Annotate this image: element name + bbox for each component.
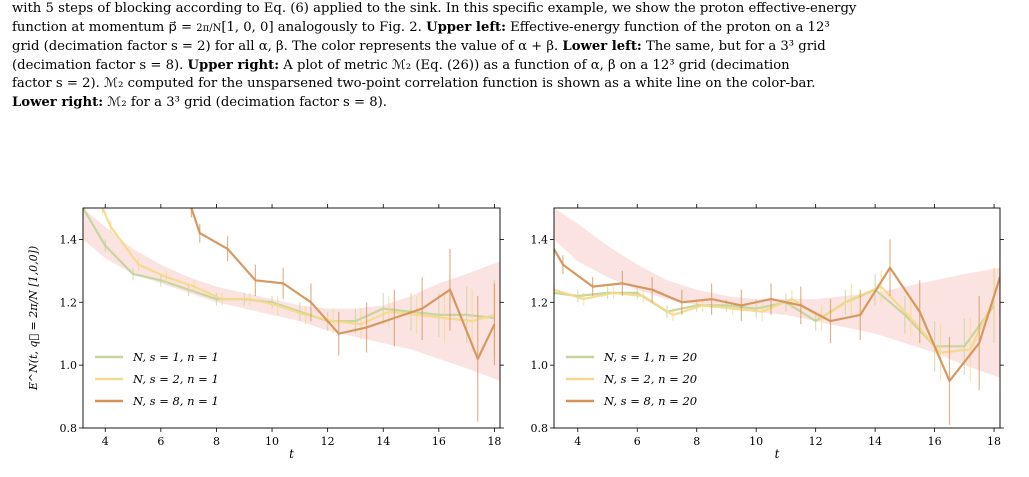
y-tick-label: 1.0 (531, 359, 549, 372)
x-tick-label: 16 (928, 435, 942, 448)
y-tick-label: 1.4 (531, 233, 549, 246)
x-axis-label: t (775, 447, 780, 461)
legend-label: N, s = 8, n = 1 (132, 394, 219, 408)
y-tick-label: 1.4 (60, 233, 78, 246)
y-tick-label: 1.2 (531, 296, 549, 309)
legend: N, s = 1, n = 1 N, s = 2, n = 1 N, s = 8, … (95, 350, 219, 408)
plot-area (83, 208, 500, 422)
y-tick-label: 0.8 (531, 422, 549, 435)
axes-frame (553, 207, 1001, 429)
caption-line-5: factor s = 2). ℳ₂ computed for the unspa… (12, 76, 816, 92)
y-tick-label: 1.0 (60, 359, 78, 372)
x-tick-label: 10 (749, 435, 763, 448)
series-line (554, 285, 996, 354)
legend-label: N, s = 2, n = 20 (603, 372, 697, 386)
x-tick-label: 6 (634, 435, 641, 448)
series-line (83, 208, 495, 323)
axes-frame (82, 207, 501, 429)
upper-right-label: Upper right: (187, 57, 280, 73)
x-tick-label: 18 (487, 435, 501, 448)
x-tick-label: 16 (432, 435, 446, 448)
y-tick-label: 0.8 (60, 422, 78, 435)
x-tick-label: 14 (868, 435, 882, 448)
series-3 (554, 239, 1000, 425)
x-tick-label: 4 (102, 435, 109, 448)
x-tick-label: 6 (157, 435, 164, 448)
legend-label: N, s = 8, n = 20 (603, 394, 697, 408)
caption-line-3: grid (decimation factor s = 2) for all α… (12, 39, 826, 55)
x-tick-label: 18 (987, 435, 1001, 448)
figure-caption: with 5 steps of blocking according to Eq… (12, 0, 1017, 113)
caption-line-6: Lower right: ℳ₂ for a 3³ grid (decimatio… (12, 94, 387, 110)
legend-label: N, s = 1, n = 1 (132, 350, 219, 364)
lower-right-label: Lower right: (12, 94, 104, 110)
legend-label: N, s = 2, n = 1 (132, 372, 219, 386)
lower-left-label: Lower left: (562, 39, 642, 55)
series-line (554, 248, 1000, 382)
y-axis-label: E^N(t, q⃗ = 2π/N [1,0,0]) (27, 246, 40, 391)
x-tick-label: 10 (265, 435, 279, 448)
legend-label: N, s = 1, n = 20 (603, 350, 697, 364)
fit-band (83, 208, 500, 381)
x-tick-label: 8 (213, 435, 220, 448)
series-line (101, 208, 495, 326)
upper-left-label: Upper left: (426, 19, 506, 35)
legend: N, s = 1, n = 20 N, s = 2, n = 20 N, s = 8… (566, 350, 697, 408)
caption-line-4: (decimation factor s = 8). Upper right: … (12, 57, 790, 73)
x-tick-label: 14 (376, 435, 390, 448)
x-tick-label: 12 (321, 435, 335, 448)
series-line (190, 208, 496, 360)
caption-line-2: function at momentum p⃗ = 2π/N[1, 0, 0] … (12, 19, 830, 35)
x-tick-label: 8 (693, 435, 700, 448)
y-tick-label: 1.2 (60, 296, 78, 309)
caption-fraction: 2π/N (196, 22, 222, 34)
x-tick-label: 12 (809, 435, 823, 448)
fit-band (554, 208, 1000, 378)
x-axis-label: t (289, 447, 294, 461)
series-3 (190, 208, 496, 422)
series-2 (554, 267, 996, 381)
x-tick-label: 4 (574, 435, 581, 448)
chart-left: 4 6 8 10 12 14 16 18 0.8 1.0 1.2 1.4 t E^N(t, q⃗ = 2π… (27, 204, 504, 461)
caption-line-1: with 5 steps of blocking according to Eq… (12, 1, 857, 16)
plot-area (554, 208, 1000, 425)
